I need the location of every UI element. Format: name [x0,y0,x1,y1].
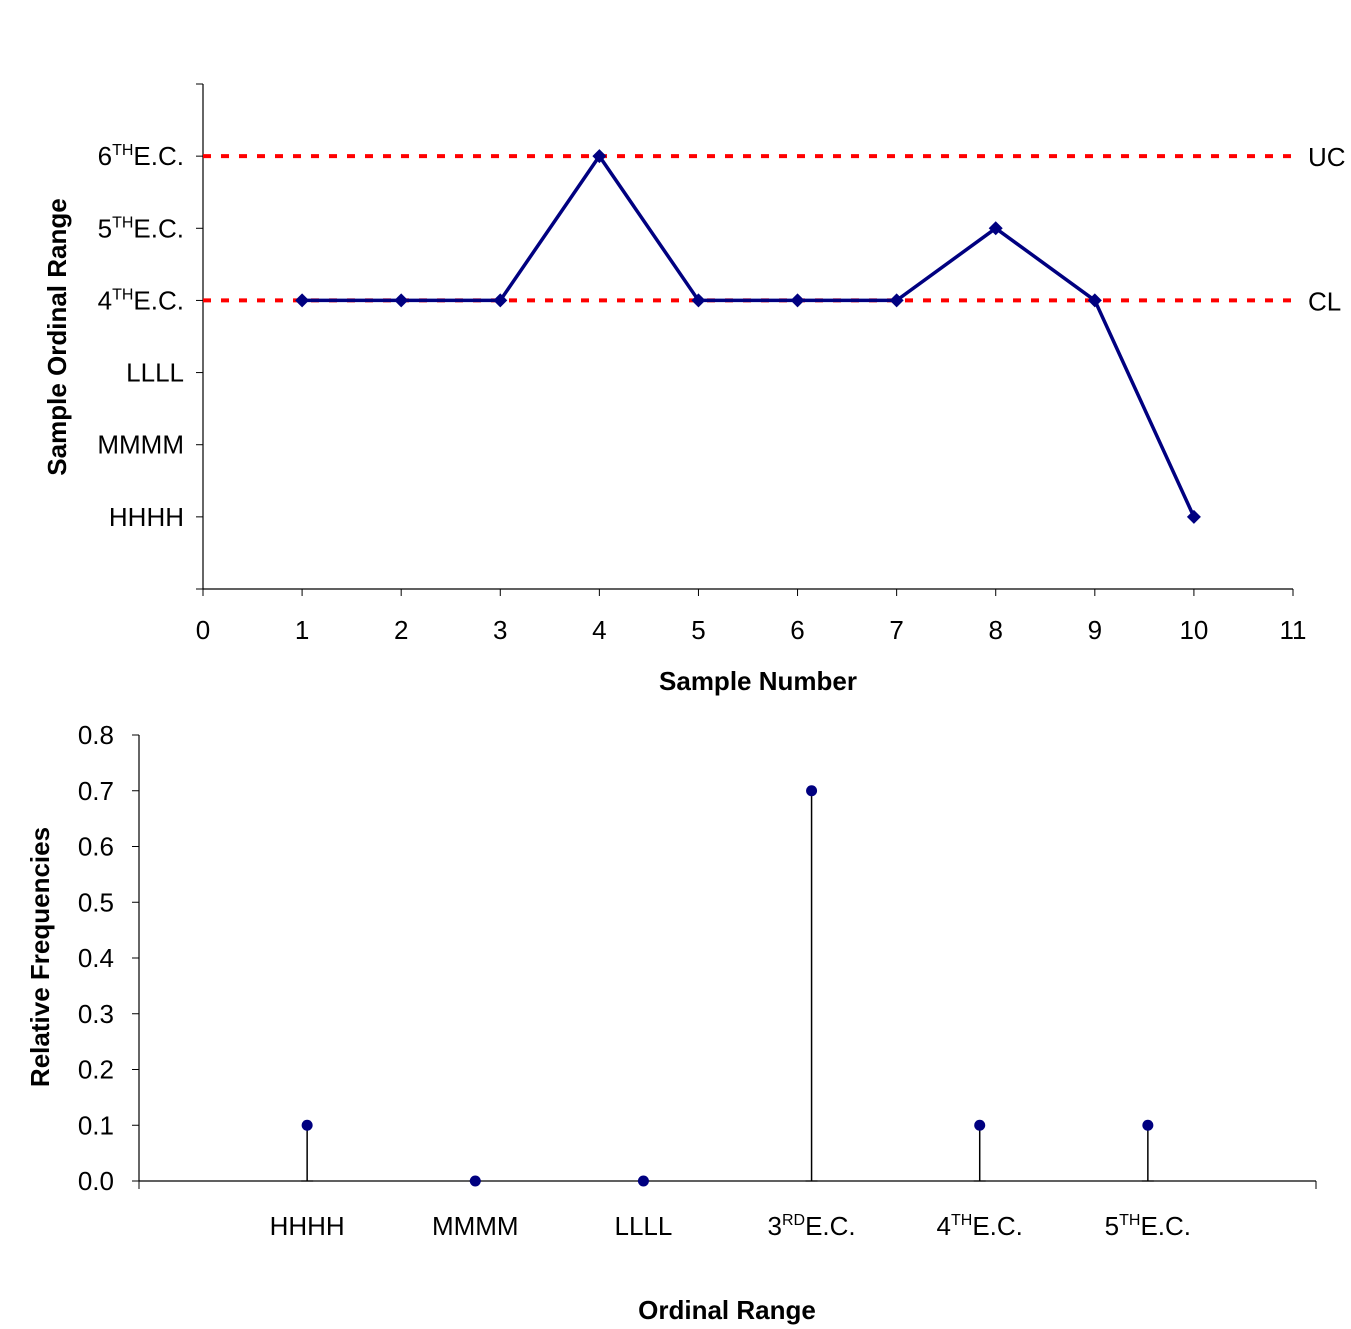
data-point-marker [691,293,706,308]
y-tick-label: 4THE.C. [98,285,184,315]
x-category-label-sup: TH [951,1212,972,1229]
y-tick-label: 0.3 [78,999,114,1029]
x-category-label-base: MMMM [432,1211,519,1241]
y-tick-label-tail: E.C. [133,285,184,315]
y-tick-label-base: LLLL [126,358,184,388]
x-category-label-sup: RD [782,1212,805,1229]
x-tick-label: 9 [1088,615,1102,645]
x-tick-label: 4 [592,615,606,645]
x-tick-label: 1 [295,615,309,645]
y-tick-label: 6THE.C. [98,141,184,171]
frequency-marker [301,1119,313,1131]
x-tick-label: 10 [1179,615,1208,645]
x-tick-label: 7 [889,615,903,645]
y-tick-label: MMMM [97,430,184,460]
x-category-label: 5THE.C. [1105,1211,1191,1241]
frequency-stems [301,785,1154,1187]
series-line [302,153,1196,518]
y-tick-label-base: 6 [98,141,112,171]
data-point-marker [493,293,508,308]
data-point-marker [988,221,1003,236]
x-category-label-tail: E.C. [1140,1211,1191,1241]
x-category-label-tail: E.C. [805,1211,856,1241]
y-tick-label: 0.4 [78,943,114,973]
data-point-marker [295,293,310,308]
x-category-label: MMMM [432,1211,519,1241]
frequency-marker [1142,1119,1154,1131]
y-tick-label-base: 4 [98,285,112,315]
x-tick-label: 5 [691,615,705,645]
x-category-label: 3RDE.C. [767,1211,855,1241]
x-category-label-tail: E.C. [972,1211,1023,1241]
x-category-label: 4THE.C. [937,1211,1023,1241]
data-point-marker [790,293,805,308]
x-category-label: HHHH [270,1211,345,1241]
x-category-label-base: HHHH [270,1211,345,1241]
frequency-chart-labels: 0.0 0.1 0.2 0.3 0.4 0.5 0.6 0.7 0.8 HHHH MMMM LLLL 3… [25,720,1191,1325]
data-point-marker [592,149,607,164]
y-tick-label: 0.8 [78,720,114,750]
x-category-label-base: LLLL [615,1211,673,1241]
frequency-marker [637,1175,649,1187]
data-point-marker [394,293,409,308]
x-category-label-base: 4 [937,1211,951,1241]
y-tick-label: 0.6 [78,832,114,862]
y-axis-title: Sample Ordinal Range [42,198,72,475]
y-tick-label: LLLL [126,358,184,388]
y-tick-label-sup: TH [112,214,133,231]
x-axis-title: Sample Number [659,666,857,696]
y-tick-label: 0.1 [78,1110,114,1140]
y-tick-label: 0.0 [78,1166,114,1196]
control-limits: UC CL [203,142,1346,316]
x-axis-title: Ordinal Range [638,1295,816,1325]
x-category-label-sup: TH [1119,1212,1140,1229]
x-category-label-base: 3 [767,1211,781,1241]
y-tick-label-tail: E.C. [133,141,184,171]
y-tick-label-sup: TH [112,286,133,303]
x-tick-label: 3 [493,615,507,645]
data-point-marker [889,293,904,308]
reference-label-cl: CL [1308,286,1341,316]
data-point-marker [1087,293,1102,308]
x-tick-label: 0 [196,615,210,645]
data-point-marker [1186,509,1201,524]
x-tick-label: 6 [790,615,804,645]
frequency-marker [469,1175,481,1187]
x-tick-label: 11 [1280,615,1307,645]
reference-label-uc: UC [1308,142,1346,172]
control-chart-labels: 0 1 2 3 4 5 6 7 8 9 10 11HHHHMMMMLLLL4THE.C.5THE.C.… [42,141,1307,696]
y-tick-label-sup: TH [112,142,133,159]
y-tick-label-base: HHHH [109,502,184,532]
ordinal-range-series [295,149,1201,524]
y-tick-label-base: 5 [98,213,112,243]
frequency-chart: 0.0 0.1 0.2 0.3 0.4 0.5 0.6 0.7 0.8 HHHH MMMM LLLL 3… [25,720,1317,1325]
x-category-label-base: 5 [1105,1211,1119,1241]
y-tick-label: 0.2 [78,1055,114,1085]
y-tick-label: 5THE.C. [98,213,184,243]
y-tick-label: 0.7 [78,776,114,806]
x-tick-label: 8 [988,615,1002,645]
y-tick-label: HHHH [109,502,184,532]
y-tick-label-base: MMMM [97,430,184,460]
frequency-marker [974,1119,986,1131]
control-chart-axes [196,83,1294,596]
y-axis-title: Relative Frequencies [25,827,55,1087]
frequency-marker [806,785,818,797]
y-tick-label-tail: E.C. [133,213,184,243]
x-tick-label: 2 [394,615,408,645]
x-category-label: LLLL [615,1211,673,1241]
y-tick-label: 0.5 [78,887,114,917]
